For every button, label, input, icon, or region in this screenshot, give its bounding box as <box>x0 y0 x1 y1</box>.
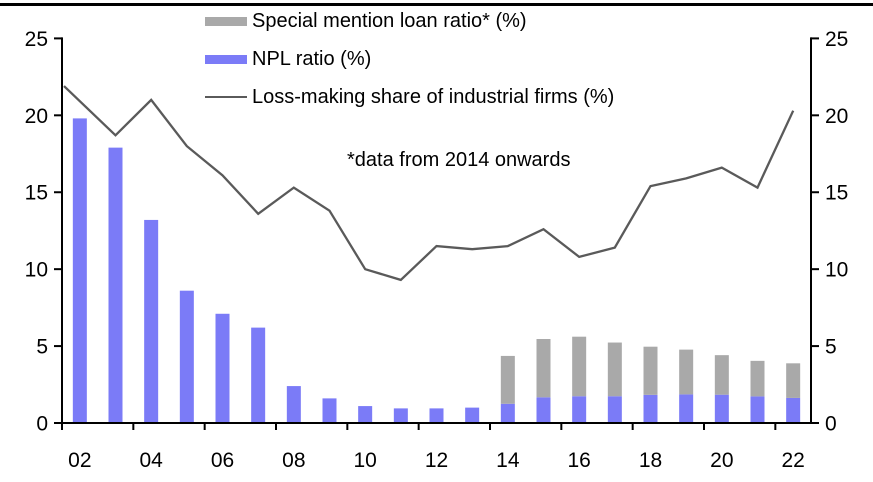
npl-bar <box>750 396 765 423</box>
x-axis-label: 12 <box>425 449 448 472</box>
loss-making-line <box>63 85 795 282</box>
special-mention-bar <box>714 355 729 395</box>
npl-bar <box>607 396 622 423</box>
special-mention-bar <box>679 349 694 395</box>
special-mention-bar <box>572 336 587 397</box>
npl-swatch-icon <box>205 54 247 64</box>
x-axis-label: 10 <box>353 449 376 472</box>
legend-label-loss-making: Loss-making share of industrial firms (%… <box>252 86 615 108</box>
legend-item-loss-making: Loss-making share of industrial firms (%… <box>205 84 614 110</box>
special-mention-bar <box>643 346 658 395</box>
npl-bar <box>643 394 658 423</box>
npl-bar <box>714 394 729 423</box>
x-axis-label: 02 <box>68 449 91 472</box>
x-axis-label: 06 <box>211 449 234 472</box>
npl-bar <box>286 386 301 423</box>
npl-bar <box>572 396 587 423</box>
npl-bar <box>679 394 694 423</box>
y-axis-label-right: 15 <box>825 182 848 205</box>
x-axis-label: 08 <box>282 449 305 472</box>
x-axis-label: 22 <box>781 449 804 472</box>
x-axis-label: 14 <box>496 449 520 472</box>
npl-bar <box>536 397 551 423</box>
top-border-rule <box>0 3 873 6</box>
y-axis-label-right: 0 <box>825 413 837 436</box>
y-axis-label-left: 20 <box>25 105 48 128</box>
special-mention-swatch-icon <box>205 16 247 26</box>
legend-item-npl: NPL ratio (%) <box>205 46 614 72</box>
y-axis-label-right: 5 <box>825 336 837 359</box>
npl-bar <box>786 397 801 423</box>
chart-legend: Special mention loan ratio* (%) NPL rati… <box>205 8 614 122</box>
x-axis-label: 20 <box>710 449 733 472</box>
y-axis-label-left: 5 <box>36 336 48 359</box>
legend-label-npl: NPL ratio (%) <box>252 48 372 70</box>
special-mention-bar <box>750 360 765 397</box>
y-axis-label-left: 10 <box>25 259 48 282</box>
special-mention-bar <box>607 342 622 397</box>
npl-bar <box>358 406 373 423</box>
npl-bar <box>179 290 194 423</box>
y-axis-label-left: 25 <box>25 28 48 51</box>
y-axis-label-left: 15 <box>25 182 48 205</box>
npl-bar <box>251 327 266 423</box>
footnote-annotation: *data from 2014 onwards <box>347 149 571 171</box>
npl-bar <box>108 147 123 423</box>
x-axis-label: 04 <box>139 449 163 472</box>
npl-bar <box>429 408 444 423</box>
npl-bar <box>465 407 480 423</box>
y-axis-label-right: 20 <box>825 105 848 128</box>
x-axis-label: 16 <box>567 449 590 472</box>
npl-bar <box>72 118 87 424</box>
special-mention-bar <box>536 339 551 398</box>
npl-bar <box>393 408 408 423</box>
loss-making-line-swatch-icon <box>205 96 247 98</box>
y-axis-label-right: 25 <box>825 28 848 51</box>
npl-bar <box>144 219 159 423</box>
npl-bar <box>500 403 515 423</box>
npl-bar <box>322 398 337 423</box>
special-mention-bar <box>786 363 801 398</box>
y-axis-label-right: 10 <box>825 259 848 282</box>
y-axis-label-left: 0 <box>36 413 48 436</box>
legend-item-special-mention: Special mention loan ratio* (%) <box>205 8 614 34</box>
special-mention-bar <box>500 355 515 404</box>
x-axis-label: 18 <box>639 449 662 472</box>
legend-label-special-mention: Special mention loan ratio* (%) <box>252 10 527 32</box>
npl-bar <box>215 313 230 423</box>
